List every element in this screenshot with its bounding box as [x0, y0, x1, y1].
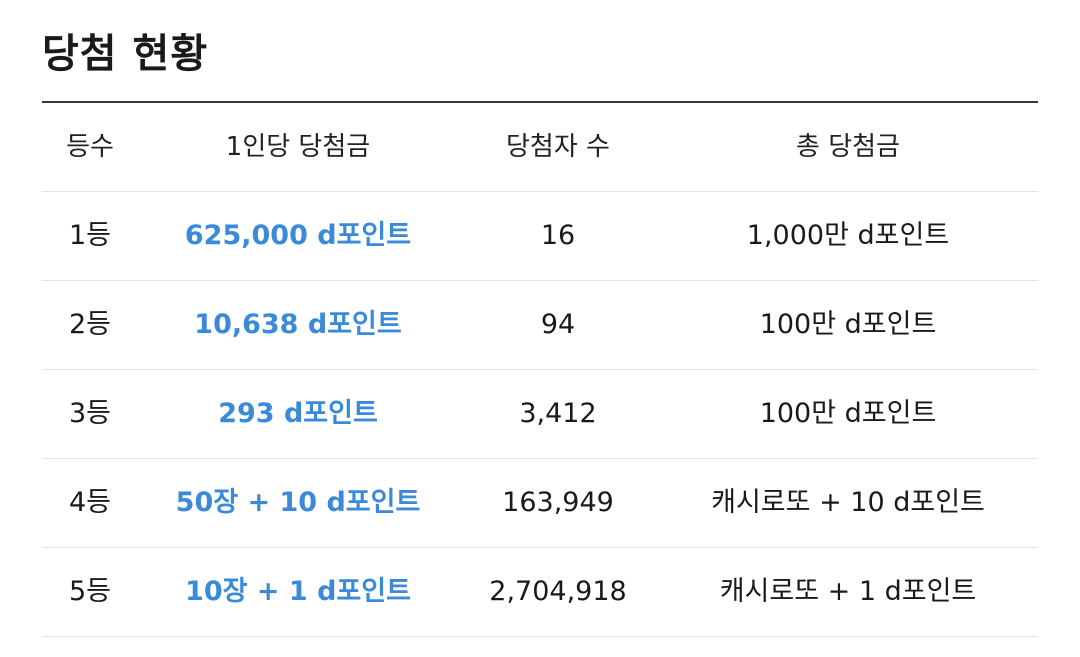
winner-count-cell: 94 — [540, 309, 576, 340]
table-row: 2등 10,638 d포인트 94 100만 d포인트 — [42, 281, 1038, 370]
page-title: 당첨 현황 — [42, 31, 209, 77]
total-prize-cell: 캐시로또 + 1 d포인트 — [719, 576, 977, 607]
rank-cell: 3등 — [68, 398, 112, 429]
table-header-row: 등수 1인당 당첨금 당첨자 수 총 당첨금 — [42, 103, 1038, 192]
prize-per-person-cell: 10,638 d포인트 — [194, 309, 402, 340]
winner-count-cell: 2,704,918 — [489, 576, 627, 607]
table-row: 3등 293 d포인트 3,412 100만 d포인트 — [42, 370, 1038, 459]
table-row: 5등 10장 + 1 d포인트 2,704,918 캐시로또 + 1 d포인트 — [42, 548, 1038, 637]
total-prize-cell: 100만 d포인트 — [759, 309, 937, 340]
prize-per-person-cell: 293 d포인트 — [218, 398, 378, 429]
winner-count-cell: 3,412 — [519, 398, 597, 429]
header-total-prize: 총 당첨금 — [796, 132, 900, 162]
winning-status-table: 등수 1인당 당첨금 당첨자 수 총 당첨금 1등 625,000 d포인트 1… — [42, 101, 1038, 637]
prize-per-person-cell: 625,000 d포인트 — [184, 220, 412, 251]
rank-cell: 1등 — [68, 220, 112, 251]
total-prize-cell: 캐시로또 + 10 d포인트 — [711, 487, 985, 518]
header-winner-count: 당첨자 수 — [506, 132, 610, 162]
total-prize-cell: 1,000만 d포인트 — [746, 220, 950, 251]
table-row: 1등 625,000 d포인트 16 1,000만 d포인트 — [42, 192, 1038, 281]
header-prize-per-person: 1인당 당첨금 — [225, 132, 371, 162]
prize-per-person-cell: 50장 + 10 d포인트 — [175, 487, 421, 518]
prize-per-person-cell: 10장 + 1 d포인트 — [185, 576, 411, 607]
total-prize-cell: 100만 d포인트 — [759, 398, 937, 429]
header-rank: 등수 — [66, 132, 114, 162]
winner-count-cell: 163,949 — [502, 487, 614, 518]
rank-cell: 4등 — [68, 487, 112, 518]
winner-count-cell: 16 — [540, 220, 576, 251]
rank-cell: 2등 — [68, 309, 112, 340]
rank-cell: 5등 — [68, 576, 112, 607]
table-row: 4등 50장 + 10 d포인트 163,949 캐시로또 + 10 d포인트 — [42, 459, 1038, 548]
